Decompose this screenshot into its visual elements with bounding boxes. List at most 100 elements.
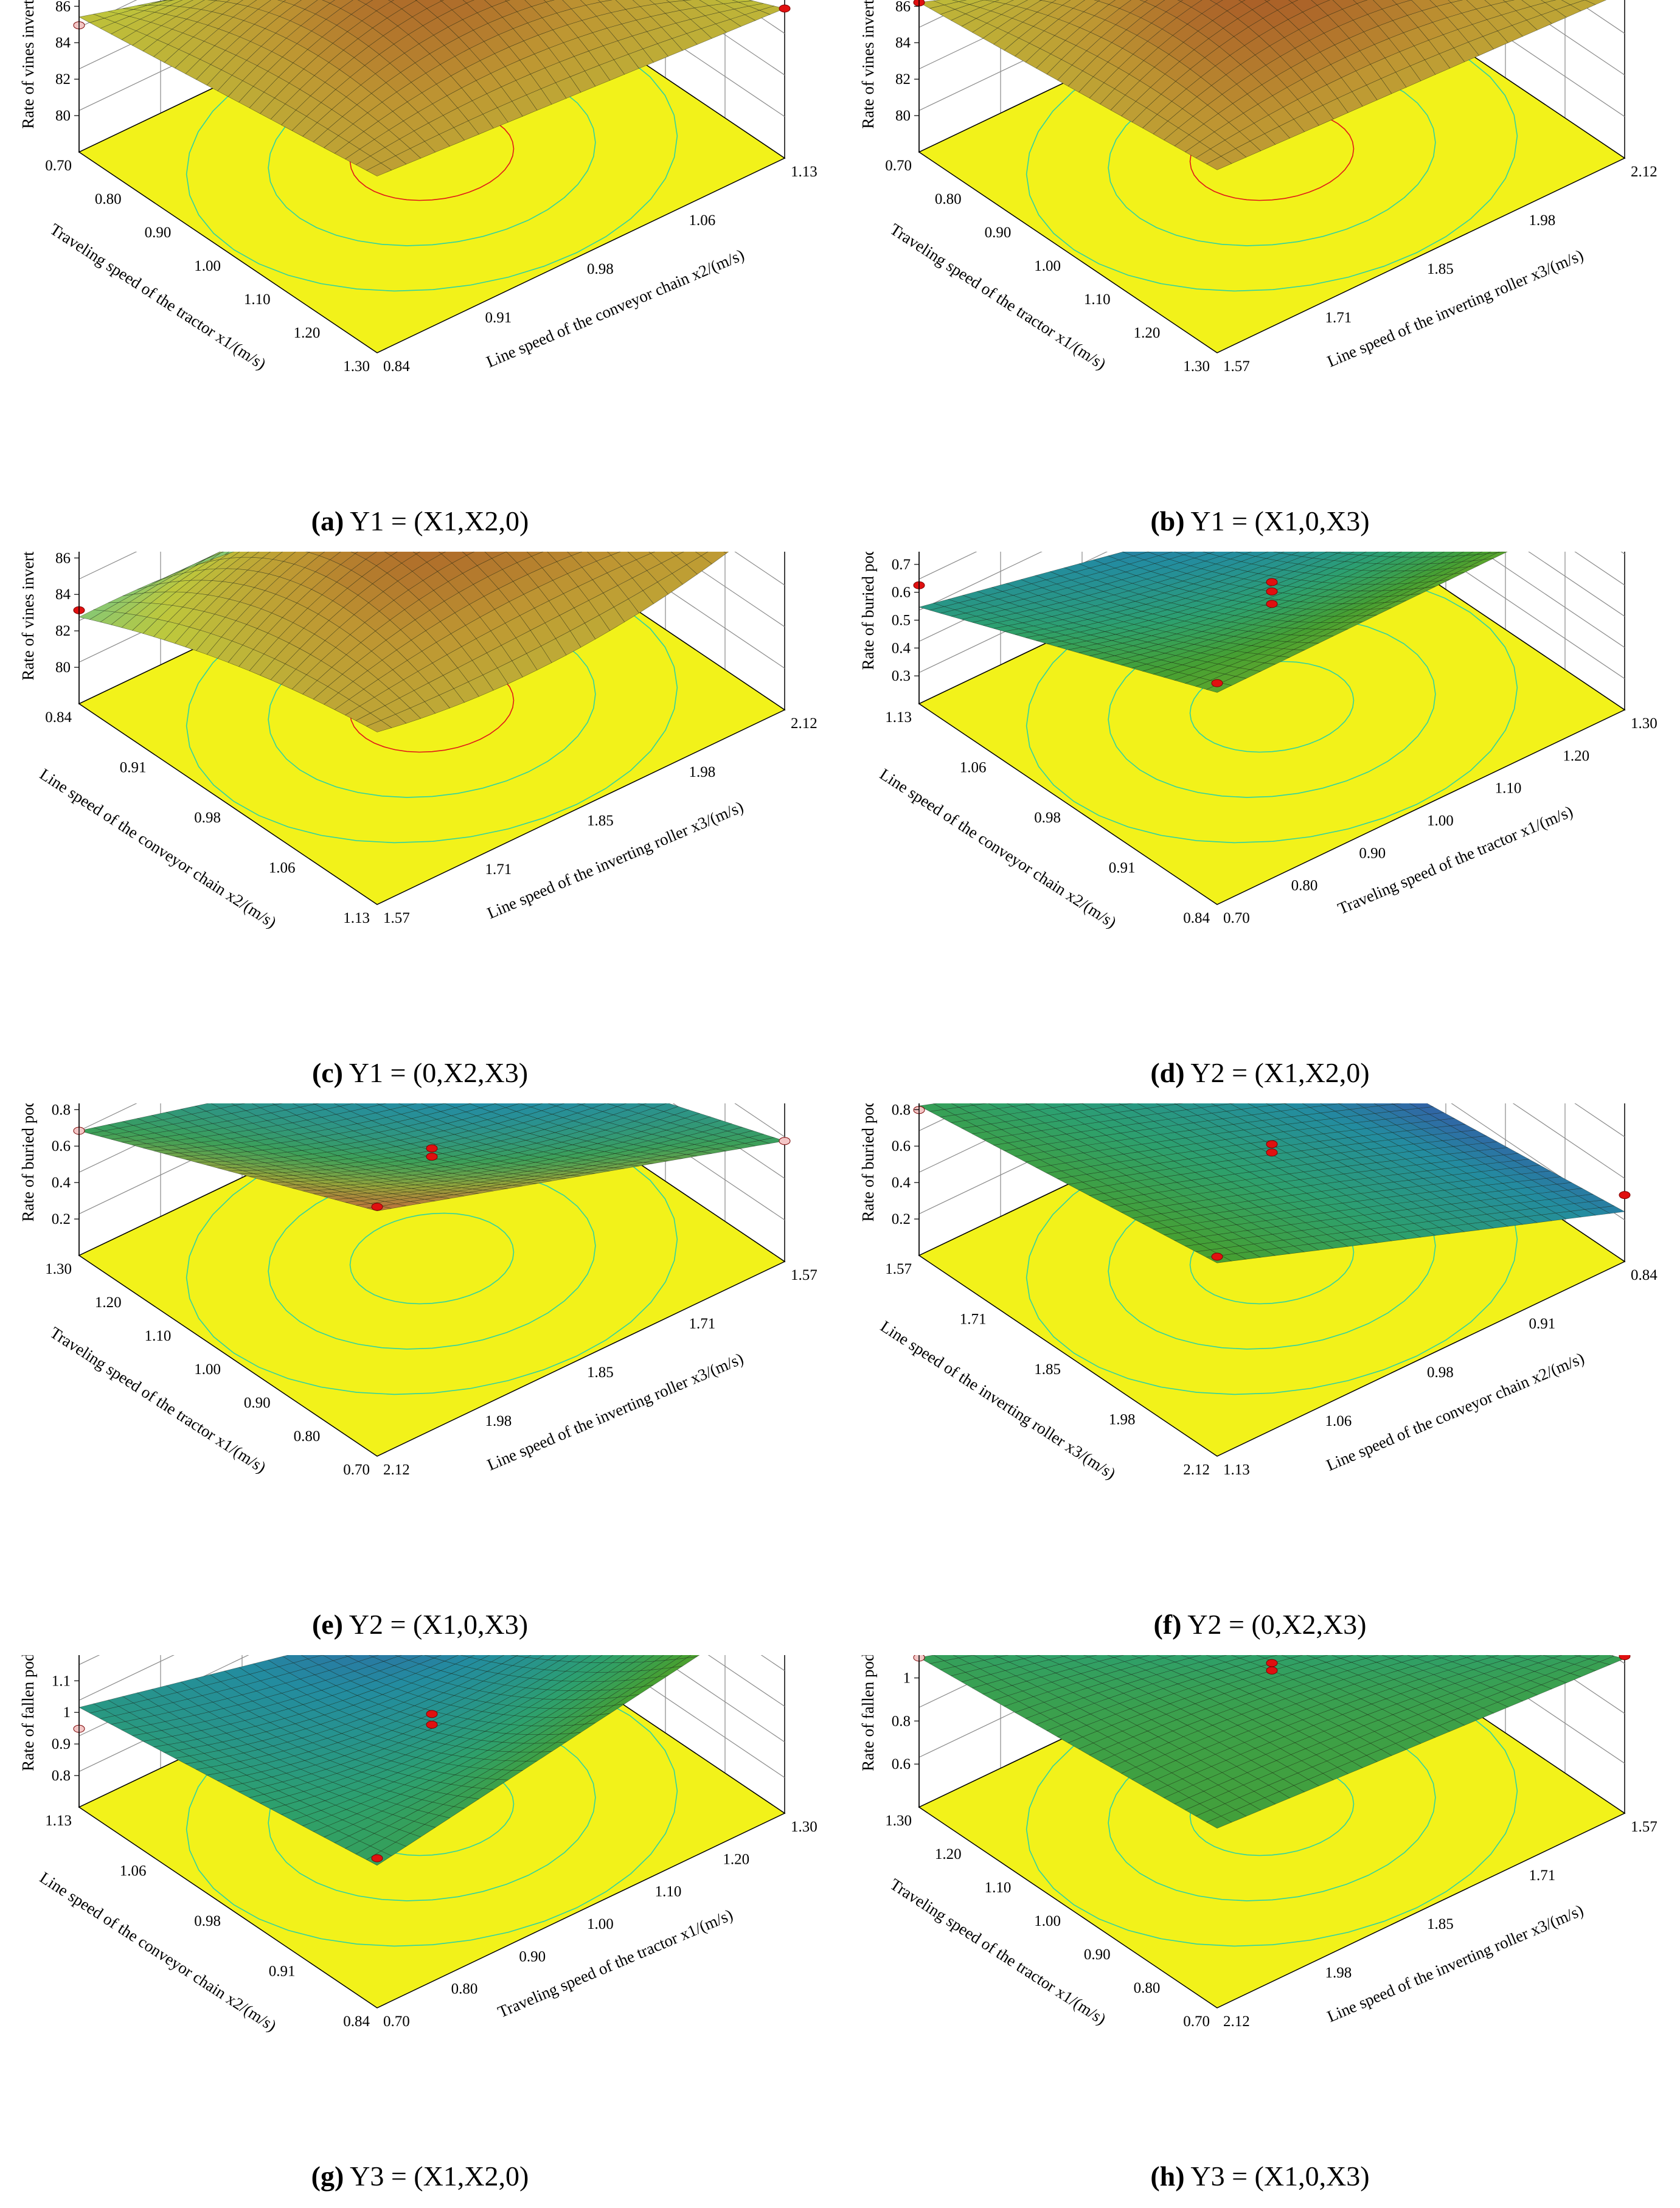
left-axis-tick-label: 1.71 bbox=[960, 1311, 987, 1328]
right-axis-tick-label: 1.71 bbox=[1325, 310, 1352, 326]
z-axis-label: Rate of vines inverting Y1/(%) bbox=[859, 0, 877, 129]
left-axis-tick-label: 2.12 bbox=[1183, 1462, 1210, 1478]
wall-gridline bbox=[672, 552, 785, 627]
design-point-red bbox=[371, 1854, 383, 1863]
left-axis-tick-label: 1.30 bbox=[885, 1813, 912, 1829]
right-axis-tick-label: 1.98 bbox=[1325, 1965, 1352, 1981]
left-axis-tick-label: 0.80 bbox=[1134, 1980, 1161, 1996]
left-axis-tick-label: 0.80 bbox=[935, 191, 962, 207]
left-axis-tick-label: 1.20 bbox=[95, 1294, 122, 1311]
chart-panel-d: 0.30.40.50.60.70.80.91Rate of buried pod… bbox=[840, 552, 1680, 1103]
right-axis-tick-label: 2.12 bbox=[1223, 2013, 1250, 2030]
wall-gridline bbox=[1512, 0, 1625, 75]
right-axis-tick-label: 0.98 bbox=[587, 261, 614, 277]
design-point-red bbox=[1266, 587, 1278, 595]
right-axis-tick-label: 1.71 bbox=[485, 861, 512, 878]
z-tick-label: 1 bbox=[63, 1704, 71, 1721]
z-tick-label: 84 bbox=[895, 35, 911, 51]
z-tick-label: 82 bbox=[895, 71, 911, 88]
caption-letter: (a) bbox=[311, 505, 344, 536]
right-axis-tick-label: 1.57 bbox=[383, 910, 410, 926]
wall-gridline bbox=[1435, 552, 1625, 679]
right-axis-tick-label: 0.90 bbox=[519, 1948, 546, 1965]
left-axis-tick-label: 0.90 bbox=[1084, 1946, 1111, 1963]
right-axis-tick-label: 1.06 bbox=[1325, 1413, 1352, 1429]
z-tick-label: 0.4 bbox=[52, 1175, 71, 1191]
response-surface bbox=[78, 1103, 785, 1212]
design-point-red bbox=[1266, 1140, 1278, 1148]
design-point-red bbox=[1266, 600, 1278, 608]
z-axis-label: Rate of vines inverting Y1/(%) bbox=[19, 552, 37, 681]
right-axis-tick-label: 1.85 bbox=[587, 1364, 614, 1381]
left-axis-tick-label: 0.70 bbox=[885, 158, 912, 174]
design-point-red bbox=[1266, 1666, 1278, 1675]
caption-letter: (g) bbox=[311, 2161, 344, 2192]
z-tick-label: 0.7 bbox=[892, 557, 911, 573]
left-axis-tick-label: 0.84 bbox=[343, 2013, 370, 2030]
caption-letter: (d) bbox=[1150, 1057, 1185, 1088]
response-surface bbox=[78, 552, 729, 732]
right-axis-tick-label: 1.30 bbox=[1631, 715, 1657, 732]
right-axis-tick-label: 1.10 bbox=[655, 1884, 682, 1900]
caption-expression: Y2 = (0,X2,X3) bbox=[1187, 1609, 1367, 1640]
caption-expression: Y1 = (X1,0,X3) bbox=[1190, 505, 1370, 536]
design-point-red bbox=[426, 1710, 438, 1718]
left-axis-tick-label: 1.06 bbox=[960, 760, 987, 776]
left-axis-tick-label: 1.00 bbox=[1034, 258, 1061, 274]
z-axis-label: Rate of buried pods Y2/(%) bbox=[859, 1103, 877, 1221]
surface-plot-h: 0.60.811.21.4Rate of fallen pods Y3/(%)1… bbox=[859, 1655, 1657, 2030]
right-axis-tick-label: 0.80 bbox=[1291, 878, 1318, 894]
left-axis-tick-label: 0.91 bbox=[1109, 860, 1136, 877]
caption-expression: Y2 = (X1,0,X3) bbox=[349, 1609, 529, 1640]
surface-plot-c: 808284868890Rate of vines inverting Y1/(… bbox=[19, 552, 817, 932]
right-axis-tick-label: 0.84 bbox=[383, 358, 410, 375]
left-axis-tick-label: 0.90 bbox=[244, 1395, 271, 1411]
right-axis-tick-label: 0.80 bbox=[451, 1981, 478, 1998]
z-tick-label: 0.2 bbox=[52, 1211, 71, 1227]
response-surface bbox=[78, 0, 785, 176]
chart-panel-c: 808284868890Rate of vines inverting Y1/(… bbox=[0, 552, 840, 1103]
design-point-red bbox=[426, 1144, 438, 1153]
z-tick-label: 0.3 bbox=[892, 668, 911, 684]
z-tick-label: 0.6 bbox=[52, 1138, 71, 1154]
z-tick-label: 86 bbox=[895, 0, 911, 15]
z-tick-label: 0.8 bbox=[892, 1713, 911, 1729]
left-axis-tick-label: 0.80 bbox=[95, 191, 122, 207]
right-axis-tick-label: 1.98 bbox=[1529, 212, 1556, 229]
left-axis-tick-label: 1.30 bbox=[343, 358, 370, 375]
chart-panel-g: 0.80.911.11.21.31.4Rate of fallen pods Y… bbox=[0, 1655, 840, 2207]
panel-caption-f: (f) Y2 = (0,X2,X3) bbox=[840, 1608, 1680, 1640]
right-axis-tick-label: 1.00 bbox=[587, 1916, 614, 1932]
left-axis-tick-label: 1.06 bbox=[120, 1863, 147, 1880]
left-axis-tick-label: 0.84 bbox=[45, 709, 72, 726]
wall-gridline bbox=[654, 1655, 785, 1743]
z-tick-label: 1.2 bbox=[52, 1655, 71, 1658]
floor-contour bbox=[1189, 661, 1355, 753]
left-axis-tick-label: 1.85 bbox=[1034, 1361, 1061, 1378]
right-axis-tick-label: 1.13 bbox=[1223, 1462, 1250, 1478]
response-surface bbox=[918, 0, 1607, 170]
left-axis-tick-label: 1.13 bbox=[343, 910, 370, 926]
left-axis-tick-label: 1.00 bbox=[1034, 1913, 1061, 1929]
surface-plot-g: 0.80.911.11.21.31.4Rate of fallen pods Y… bbox=[19, 1655, 817, 2035]
design-point-red bbox=[426, 1153, 438, 1161]
caption-letter: (h) bbox=[1150, 2161, 1185, 2192]
design-point-pink bbox=[779, 1137, 791, 1145]
chart-panel-f: 0.20.40.60.811.2Rate of buried pods Y2/(… bbox=[840, 1103, 1680, 1655]
caption-letter: (c) bbox=[311, 1057, 343, 1088]
z-tick-label: 0.6 bbox=[892, 1138, 911, 1154]
caption-expression: Y3 = (X1,0,X3) bbox=[1190, 2161, 1370, 2192]
response-surface bbox=[918, 1655, 1625, 1829]
right-axis-tick-label: 1.98 bbox=[689, 764, 716, 780]
left-axis-tick-label: 1.00 bbox=[194, 1361, 221, 1378]
right-axis-tick-label: 1.85 bbox=[1427, 261, 1454, 277]
z-tick-label: 0.8 bbox=[52, 1103, 71, 1118]
right-axis-tick-label: 1.57 bbox=[1631, 1819, 1657, 1835]
z-tick-label: 0.6 bbox=[892, 585, 911, 601]
z-tick-label: 1.1 bbox=[52, 1673, 71, 1689]
caption-letter: (b) bbox=[1150, 505, 1185, 536]
design-point-red bbox=[1211, 679, 1223, 687]
z-axis-label: Rate of fallen pods Y3/(%) bbox=[859, 1655, 877, 1771]
right-axis-tick-label: 1.71 bbox=[1529, 1867, 1556, 1884]
